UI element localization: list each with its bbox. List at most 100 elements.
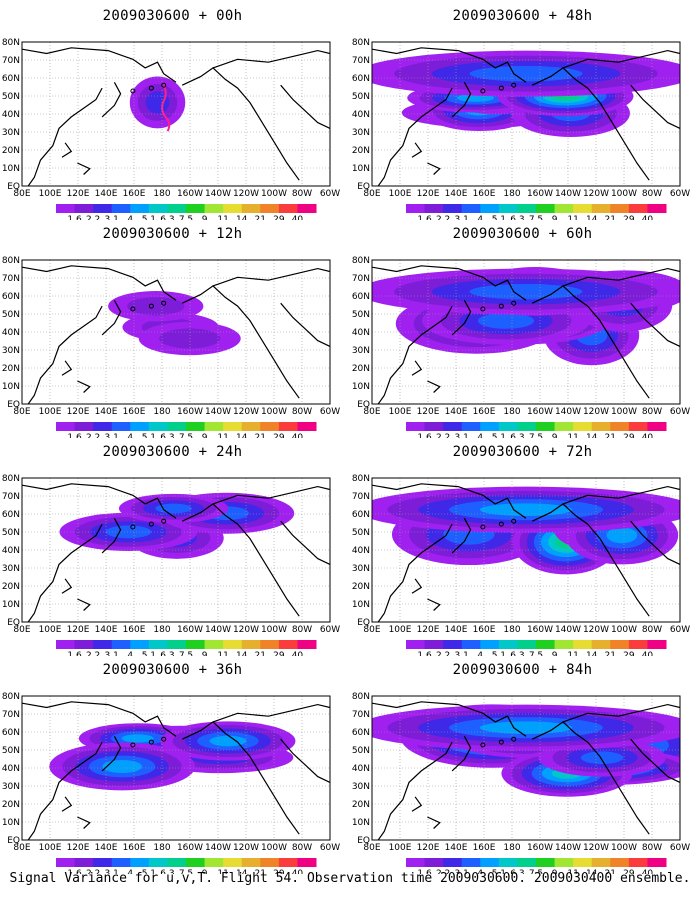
colorbar-swatch — [647, 204, 667, 213]
colorbar-label: 21 — [255, 869, 266, 874]
colorbar-label: 7.5 — [529, 433, 543, 438]
colorbar-swatch — [148, 422, 168, 431]
lat-tick-label: EQ — [357, 182, 370, 192]
coastline — [212, 703, 330, 723]
colorbar-label: 9 — [202, 433, 208, 438]
colorbar-swatch — [498, 204, 518, 213]
colorbar-swatch — [573, 422, 593, 431]
lon-tick-label: 100W — [261, 189, 287, 199]
variance-map: 80E 100E 120E 140E 160E 180 160W 140W 120W 100W 80… — [2, 256, 340, 438]
coastline — [372, 265, 527, 301]
coastline — [377, 741, 453, 840]
coastline — [101, 300, 122, 336]
lon-tick-label: 140E — [445, 625, 468, 635]
colorbar-label: 6.3 — [160, 215, 174, 220]
colorbar-label: 11 — [567, 433, 578, 438]
colorbar-label: 6.3 — [510, 433, 524, 438]
lon-tick-label: 160W — [527, 843, 553, 853]
lon-tick-label: 120W — [233, 843, 259, 853]
colorbar-swatch — [223, 204, 243, 213]
colorbar-label: 4 — [127, 869, 133, 874]
lat-tick-label: 40N — [2, 110, 20, 120]
colorbar-swatch — [610, 204, 630, 213]
colorbar-swatch — [130, 422, 150, 431]
coastline — [451, 518, 472, 554]
colorbar-label: 3.1 — [455, 433, 469, 438]
colorbar-label: 14 — [236, 433, 248, 438]
coastline — [498, 521, 504, 527]
map-panel: 2009030600 + 36h 80E 100E 120E 140E 160E 180 16… — [0, 662, 345, 874]
variance-contour — [145, 91, 170, 114]
colorbar-label: 5.1 — [142, 433, 156, 438]
lon-tick-label: 60W — [320, 189, 340, 199]
colorbar-swatch — [130, 640, 150, 649]
coastline — [101, 518, 122, 554]
colorbar-swatch — [591, 422, 611, 431]
lat-tick-label: 40N — [2, 546, 20, 556]
colorbar-swatch — [297, 640, 317, 649]
lon-tick-label: 100W — [261, 625, 287, 635]
lon-tick-label: 100E — [39, 843, 62, 853]
lon-tick-label: 140E — [445, 843, 468, 853]
coastline — [22, 483, 177, 519]
colorbar-swatch — [260, 204, 280, 213]
colorbar-swatch — [167, 204, 187, 213]
coastline — [451, 736, 472, 772]
lon-tick-label: 120W — [583, 189, 609, 199]
lon-tick-label: 160E — [473, 843, 496, 853]
colorbar-label: 2.2 — [436, 433, 450, 438]
lon-tick-label: 160E — [473, 625, 496, 635]
variance-contour — [469, 66, 583, 82]
coastline — [451, 300, 472, 336]
lon-tick-label: 100E — [389, 843, 412, 853]
colorbar-swatch — [461, 640, 481, 649]
coastline — [27, 87, 103, 186]
lon-tick-label: 120E — [417, 407, 440, 417]
colorbar-swatch — [56, 640, 76, 649]
coastline — [511, 518, 517, 524]
coastline — [511, 300, 517, 306]
lat-tick-label: EQ — [357, 836, 370, 846]
map-panel: 2009030600 + 12h 80E 100E 120E 140E 160E 180 16… — [0, 226, 345, 438]
variance-map: 80E 100E 120E 140E 160E 180 160W 140W 120W 100W 80… — [2, 692, 340, 874]
lat-tick-label: 80N — [2, 256, 20, 266]
colorbar-label: 2.2 — [436, 215, 450, 220]
lon-tick-label: 60W — [670, 625, 690, 635]
colorbar-swatch — [241, 422, 261, 431]
map-frame — [371, 477, 681, 623]
lat-tick-label: EQ — [7, 400, 20, 410]
coastline — [411, 360, 423, 376]
colorbar-label: 6.3 — [510, 651, 524, 656]
lat-tick-label: 10N — [2, 818, 20, 828]
colorbar-label: 7.5 — [179, 869, 193, 874]
colorbar-swatch — [186, 858, 206, 867]
lat-tick-label: 70N — [2, 710, 20, 720]
lat-tick-label: 20N — [2, 364, 20, 374]
coastline — [181, 721, 300, 835]
lon-tick-label: 120E — [67, 407, 90, 417]
coastline — [130, 742, 136, 748]
lon-tick-label: 120W — [583, 625, 609, 635]
colorbar-label: 1.6 — [67, 215, 82, 220]
lat-tick-label: 20N — [2, 582, 20, 592]
lon-tick-label: 120E — [417, 843, 440, 853]
colorbar-swatch — [223, 640, 243, 649]
lon-tick-label: 80E — [363, 189, 380, 199]
colorbar-label: 2.2 — [86, 651, 100, 656]
colorbar-swatch — [167, 640, 187, 649]
panel-title: 2009030600 + 48h — [452, 8, 593, 24]
lon-tick-label: 80W — [642, 407, 662, 417]
lon-tick-label: 140W — [205, 407, 231, 417]
colorbar-label: 1.6 — [67, 433, 82, 438]
lat-tick-label: 40N — [2, 764, 20, 774]
lat-tick-label: 40N — [352, 110, 370, 120]
coastline — [148, 521, 154, 527]
colorbar-label: 11 — [217, 869, 228, 874]
lat-tick-label: 60N — [352, 74, 370, 84]
coastline — [630, 302, 680, 347]
colorbar-label: 29 — [623, 869, 635, 874]
colorbar-swatch — [297, 204, 317, 213]
observation-track — [161, 84, 171, 132]
panel-title: 2009030600 + 00h — [102, 8, 243, 24]
colorbar-swatch — [148, 640, 168, 649]
